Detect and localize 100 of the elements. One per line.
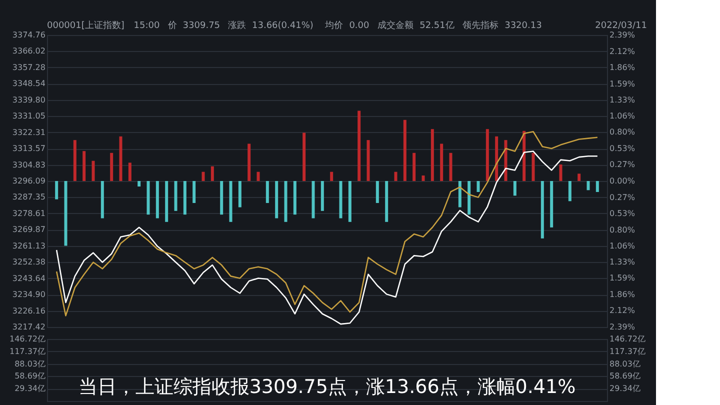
bar: [504, 140, 508, 181]
y2-tick-label: 2.12%: [610, 306, 636, 316]
bar: [513, 181, 516, 196]
text: 52.51亿: [420, 20, 454, 31]
bar: [229, 181, 232, 222]
y-tick-label: 3348.54: [12, 79, 46, 88]
bar: [110, 152, 114, 181]
y-tick-label: 3278.61: [12, 208, 46, 218]
y2-tick-label: 58.69亿: [610, 372, 640, 381]
y-tick-label: 3339.80: [12, 95, 46, 104]
bar: [202, 172, 205, 181]
bar: [385, 181, 388, 222]
y2-tick-label: 29.34亿: [610, 384, 640, 394]
y2-tick-label: 0.27%: [610, 160, 636, 170]
bar: [403, 120, 406, 181]
text: 均价: [324, 20, 344, 31]
annotation: 当日，上证综指收报3309.75点，涨13.66点，涨幅0.41%: [78, 376, 576, 398]
bar: [550, 181, 554, 228]
bar: [358, 110, 361, 181]
text: 涨跌: [228, 20, 246, 31]
bar: [248, 144, 251, 181]
text: 领先指标: [462, 20, 499, 31]
bar: [449, 152, 452, 181]
bar: [376, 181, 379, 203]
bar: [422, 176, 425, 181]
y2-tick-label: 2.12%: [610, 46, 636, 56]
bar: [55, 181, 58, 200]
bar: [412, 152, 416, 181]
bar: [192, 181, 196, 203]
bar: [73, 140, 76, 181]
y2-tick-label: 88.03亿: [610, 359, 640, 368]
y2-tick-label: 0.80%: [610, 225, 636, 234]
bar: [293, 181, 296, 215]
bar: [339, 181, 342, 218]
bar: [174, 181, 178, 211]
y2-tick-label: 1.33%: [610, 258, 636, 267]
y-tick-label: 117.37亿: [10, 346, 46, 356]
bar: [266, 181, 269, 203]
y2-tick-label: 0.53%: [610, 144, 636, 154]
y-tick-label: 3234.90: [12, 290, 46, 300]
y-tick-label: 3366.02: [12, 46, 46, 56]
bar: [92, 160, 95, 181]
y-tick-label: 3313.57: [12, 144, 46, 154]
bar: [394, 172, 398, 181]
bar: [256, 172, 260, 181]
bar: [119, 136, 122, 181]
bar: [586, 181, 590, 190]
bar: [596, 181, 599, 192]
text: 成交金额: [378, 20, 414, 31]
bar: [146, 181, 150, 215]
bar: [64, 181, 68, 246]
y-tick-label: 3304.83: [12, 160, 46, 170]
y2-tick-label: 0.27%: [610, 192, 636, 202]
y-tick-label: 3296.09: [12, 176, 46, 186]
bar: [138, 181, 141, 186]
bar: [165, 181, 168, 222]
bar: [128, 162, 132, 181]
bar: [430, 129, 434, 181]
y-tick-label: 3322.31: [12, 128, 46, 137]
y2-tick-label: 0.00%: [610, 176, 636, 186]
y2-tick-label: 2.39%: [610, 30, 636, 40]
bar: [366, 140, 370, 181]
y-tick-label: 3261.13: [12, 241, 46, 250]
y2-tick-label: 1.59%: [610, 79, 636, 88]
bar: [275, 181, 278, 218]
bar: [348, 181, 352, 222]
bar: [486, 129, 489, 181]
bar: [320, 181, 324, 211]
bar: [458, 181, 462, 208]
text: 0.00: [349, 21, 370, 31]
bar: [540, 181, 544, 238]
bar: [568, 181, 572, 202]
y-tick-label: 3243.64: [12, 274, 46, 283]
y-tick-label: 3269.87: [12, 225, 46, 234]
y2-tick-label: 1.86%: [610, 290, 636, 300]
text: 13.66(0.41%): [252, 21, 314, 31]
bar: [522, 130, 526, 181]
y2-tick-label: 0.80%: [610, 128, 636, 137]
bar: [284, 181, 288, 222]
bar: [238, 181, 242, 208]
y-tick-label: 3287.35: [12, 192, 46, 202]
y-tick-label: 3357.28: [12, 62, 46, 72]
y-tick-label: 3226.16: [12, 306, 46, 316]
y-tick-label: 146.72亿: [10, 334, 46, 344]
y2-tick-label: 146.72亿: [610, 334, 646, 344]
y2-tick-label: 1.06%: [610, 112, 636, 121]
bar: [210, 166, 214, 181]
bar: [302, 132, 306, 181]
y2-tick-label: 2.39%: [610, 322, 636, 332]
bar: [220, 181, 224, 215]
text: 15:00: [134, 21, 160, 31]
y2-tick-label: 117.37亿: [610, 346, 646, 356]
y-tick-label: 58.69亿: [14, 372, 46, 381]
text: 价: [166, 20, 177, 31]
bar: [559, 164, 562, 181]
bar: [330, 172, 334, 181]
bar: [183, 181, 186, 215]
bar: [156, 181, 159, 218]
y2-tick-label: 1.06%: [610, 241, 636, 250]
text: 3309.75: [182, 21, 220, 31]
